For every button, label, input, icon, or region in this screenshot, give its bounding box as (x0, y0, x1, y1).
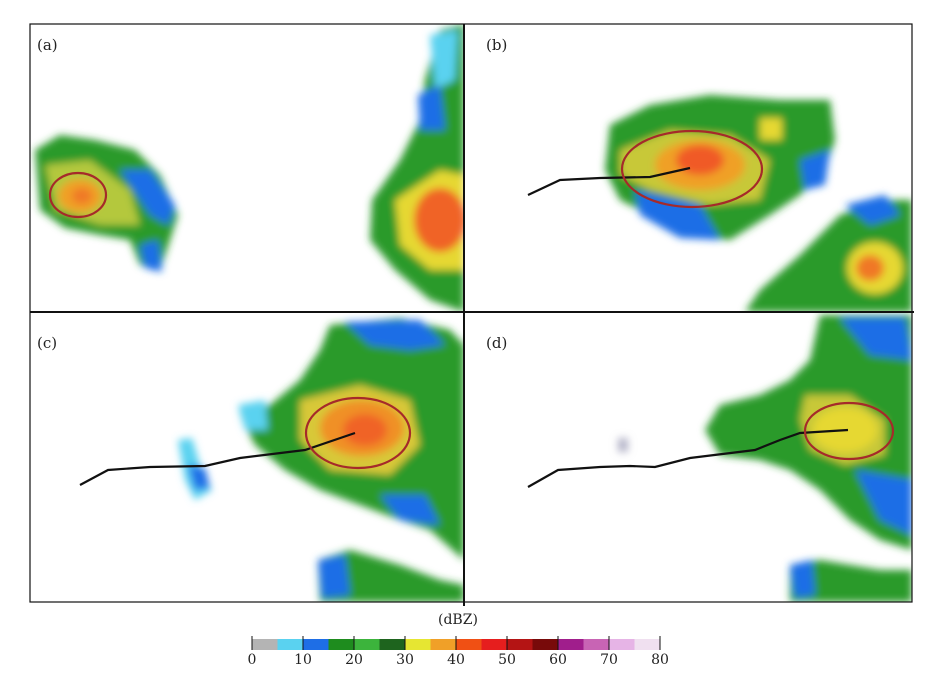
echo-cell-b-lower (745, 195, 912, 312)
colorbar-tick-label: 10 (294, 652, 312, 668)
colorbar-segment (277, 639, 304, 650)
panel-a-label: (a) (37, 36, 58, 54)
storm-ellipse-b (620, 129, 764, 209)
storm-ellipse-d (803, 401, 895, 461)
colorbar-tick-label: 30 (396, 652, 414, 668)
storm-track-b (527, 166, 691, 196)
colorbar-segment (583, 639, 610, 650)
panel-b (464, 24, 912, 312)
colorbar-tick-label: 60 (549, 652, 567, 668)
colorbar-segment (328, 639, 355, 650)
panel-d-label: (d) (486, 334, 508, 352)
panel-c-label: (c) (37, 334, 58, 352)
panel-a (30, 24, 464, 312)
colorbar-segment (609, 639, 635, 650)
colorbar-segment (379, 639, 406, 650)
echo-cell-a-left (35, 135, 178, 272)
storm-track-c (79, 431, 356, 486)
storm-track-d (527, 428, 849, 488)
echo-cell-a-right (370, 24, 464, 312)
colorbar-segment (456, 639, 482, 650)
echo-cell-c-small (178, 438, 212, 500)
echo-cell-d-bottom (618, 438, 912, 602)
storm-ellipse-a (48, 171, 108, 219)
colorbar-segment (507, 639, 533, 650)
colorbar-tick-label: 50 (498, 652, 516, 668)
storm-ellipse-c (304, 396, 412, 470)
colorbar-segment (481, 639, 508, 650)
panel-b-label: (b) (486, 36, 508, 54)
panel-c (30, 312, 464, 602)
panel-d (464, 312, 912, 602)
colorbar-tick-label: 40 (447, 652, 465, 668)
echo-cell-c-bottom (318, 550, 464, 602)
colorbar-segment (430, 639, 457, 650)
colorbar-segment (354, 639, 380, 650)
colorbar-segment (303, 639, 329, 650)
colorbar-tick-label: 80 (651, 652, 669, 668)
colorbar (251, 636, 661, 650)
colorbar-tick-label: 20 (345, 652, 363, 668)
colorbar-segment (558, 639, 584, 650)
colorbar-tick-label: 0 (247, 652, 257, 668)
colorbar-segment (634, 639, 661, 650)
colorbar-tick-label: 70 (600, 652, 618, 668)
colorbar-segment (252, 639, 278, 650)
colorbar-unit-label: (dBZ) (438, 612, 478, 628)
colorbar-segment (405, 639, 431, 650)
colorbar-segment (532, 639, 559, 650)
echo-cell-c-main (238, 318, 464, 560)
